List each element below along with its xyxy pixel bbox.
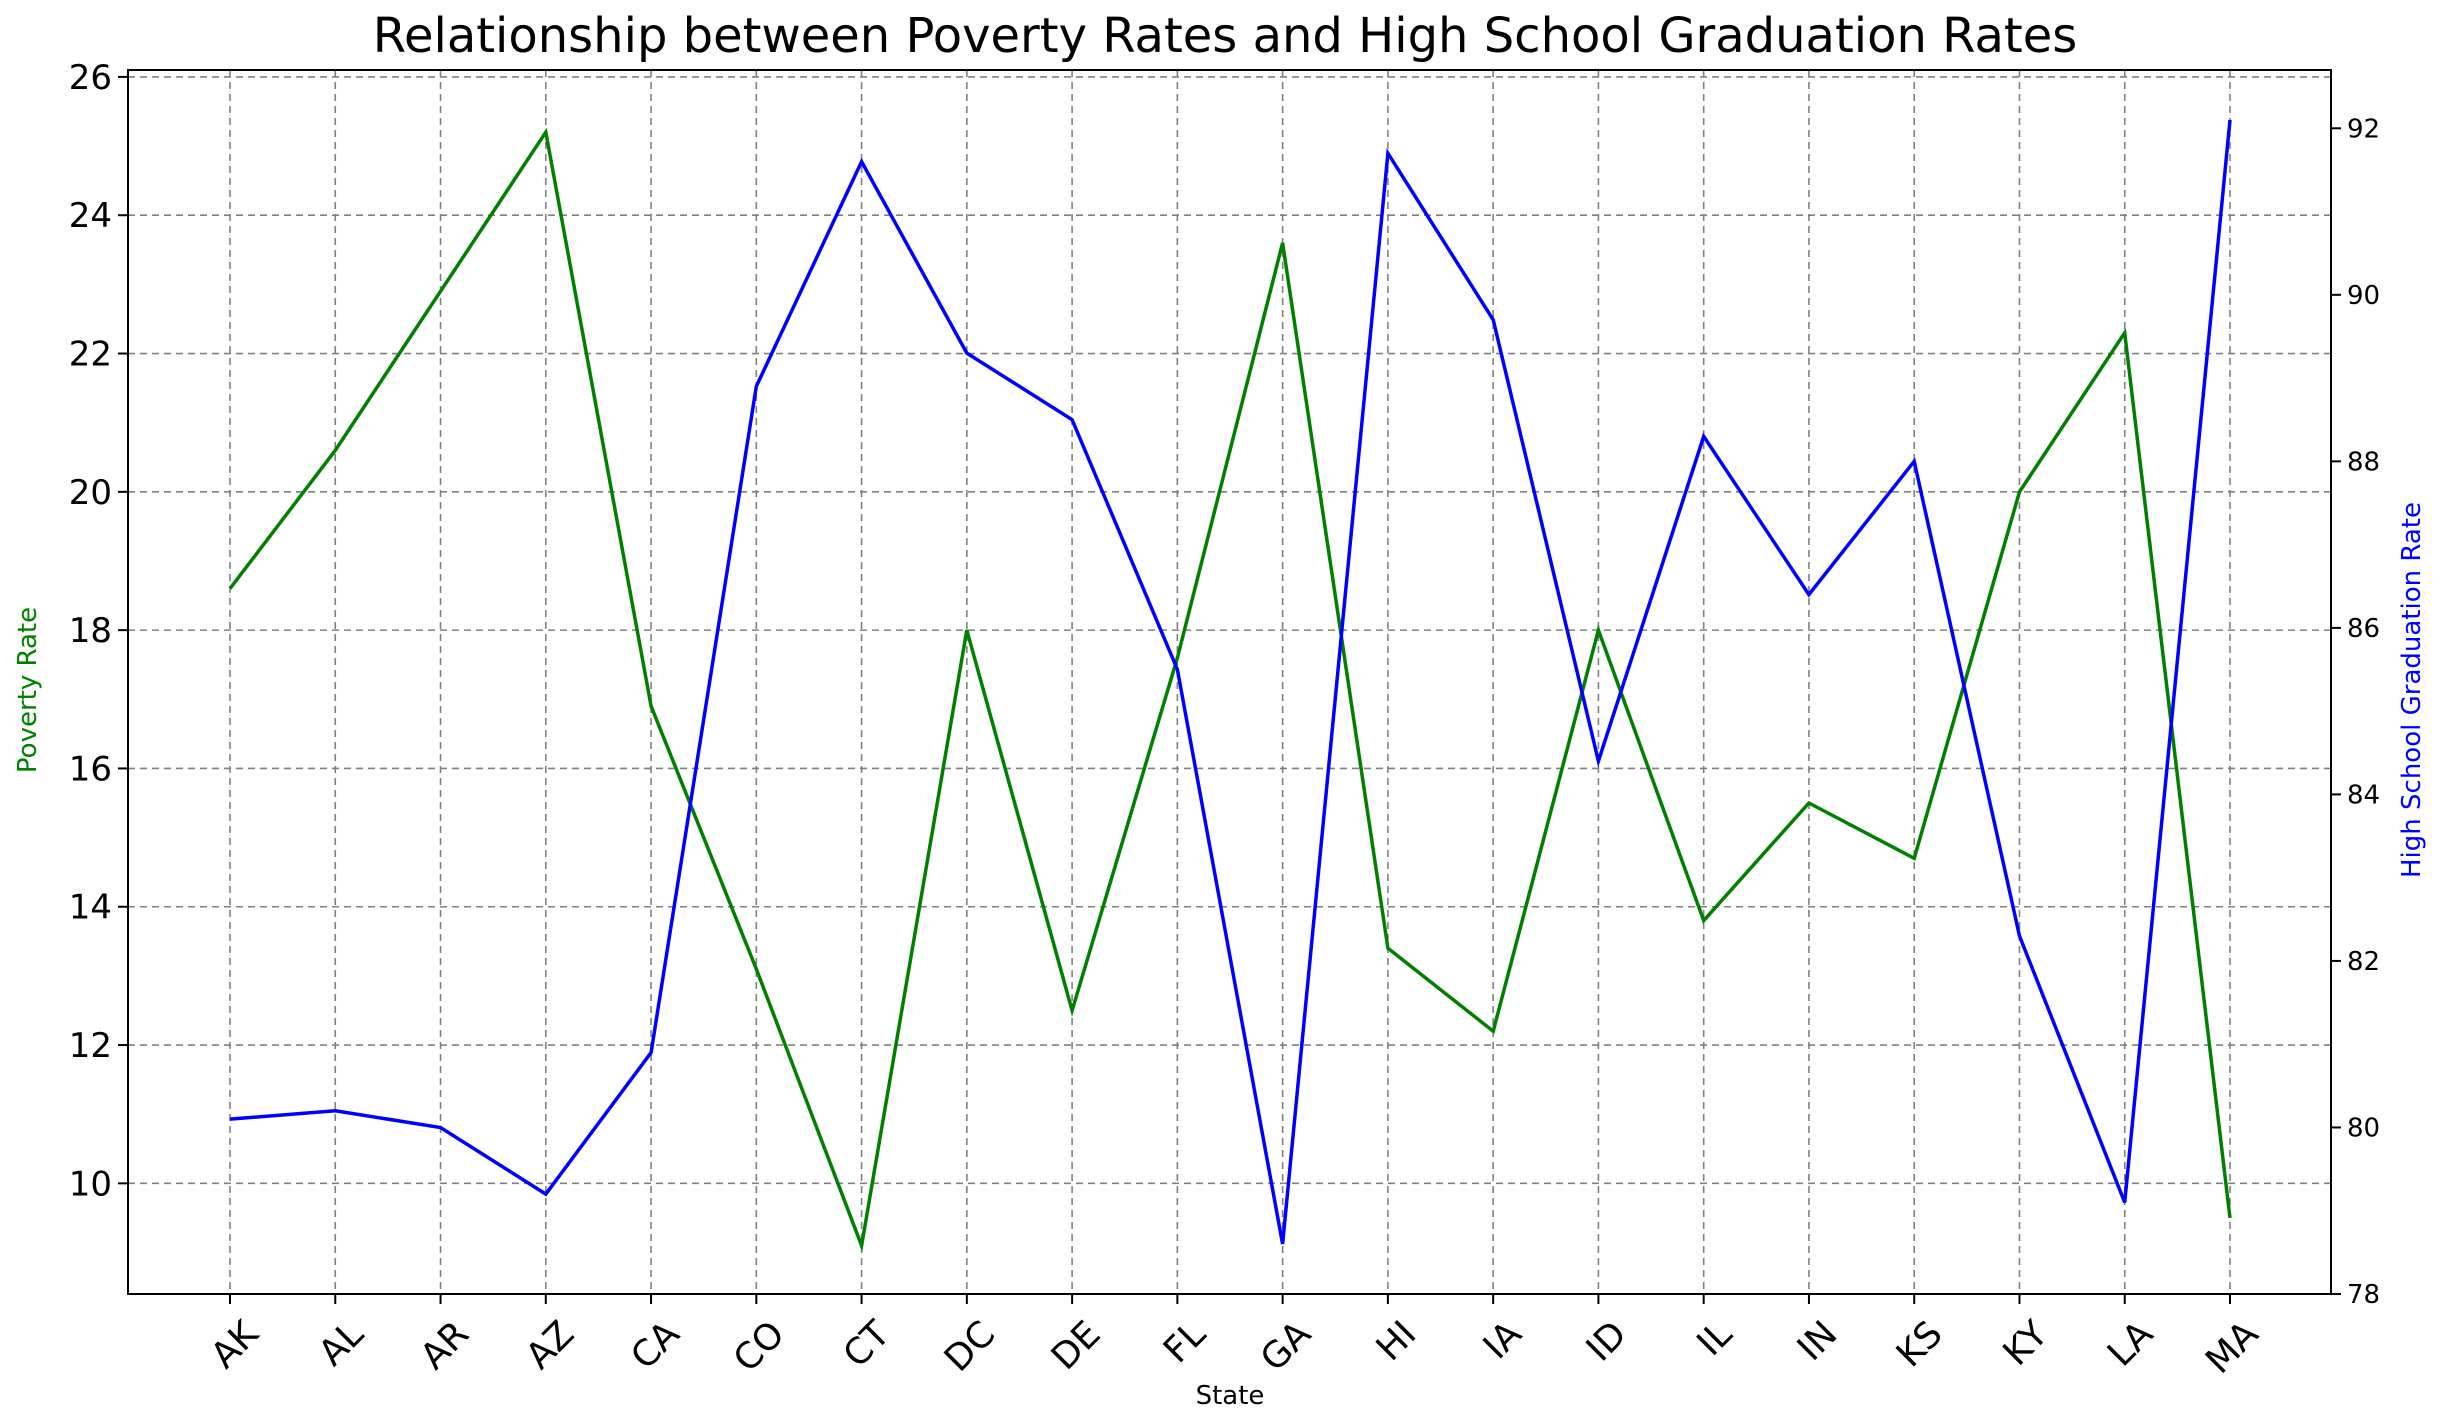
left-tick-label-26: 26 [69, 58, 112, 98]
right-y-axis: 78 80 82 84 86 88 90 92 [2331, 114, 2380, 1310]
left-tick-label-14: 14 [69, 888, 112, 928]
right-tick-label-80: 80 [2347, 1113, 2380, 1143]
left-y-axis-label: Poverty Rate [13, 607, 43, 773]
right-tick-label-82: 82 [2347, 947, 2380, 977]
right-tick-label-92: 92 [2347, 114, 2380, 144]
left-tick-label-16: 16 [69, 749, 112, 789]
x-axis-label: State [1196, 1381, 1265, 1411]
series-layer [228, 119, 2232, 1253]
grid-layer [128, 70, 2331, 1294]
left-tick-label-18: 18 [69, 611, 112, 651]
chart-title: Relationship between Poverty Rates and H… [373, 8, 2078, 64]
right-tick-label-86: 86 [2347, 614, 2380, 644]
left-tick-label-12: 12 [69, 1026, 112, 1066]
right-tick-label-88: 88 [2347, 447, 2380, 477]
right-tick-label-90: 90 [2347, 281, 2380, 311]
poverty-rate-line [228, 127, 2232, 1253]
left-tick-label-22: 22 [69, 335, 112, 375]
left-tick-label-10: 10 [69, 1164, 112, 1204]
left-tick-label-20: 20 [69, 473, 112, 513]
right-tick-label-78: 78 [2347, 1280, 2380, 1310]
graduation-rate-line [229, 119, 2232, 1245]
right-tick-label-84: 84 [2347, 780, 2380, 810]
right-y-axis-label: High School Graduation Rate [2397, 502, 2427, 878]
left-tick-label-24: 24 [69, 196, 112, 236]
left-y-axis: 10 12 14 16 18 20 22 24 26 [69, 58, 128, 1204]
plot-frame [127, 69, 2332, 1295]
